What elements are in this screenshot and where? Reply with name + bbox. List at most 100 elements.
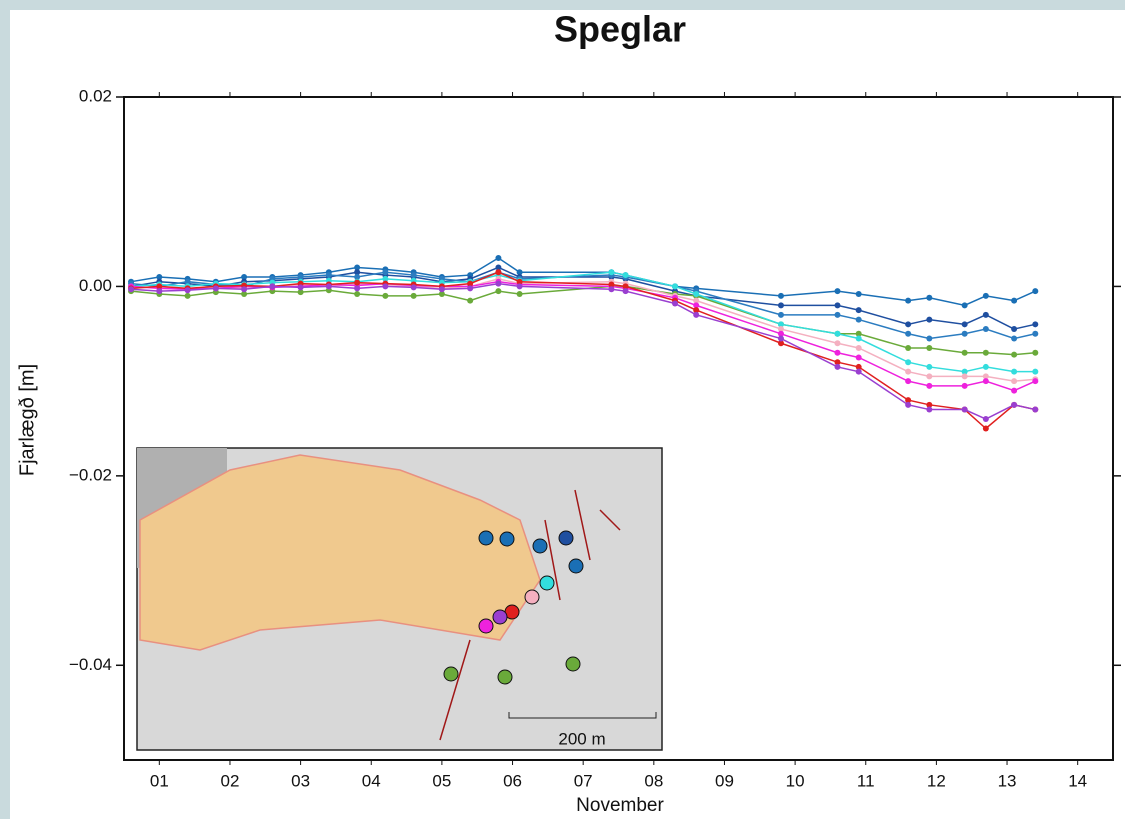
x-tick-label: 05 (432, 771, 451, 790)
x-tick-label: 12 (927, 771, 946, 790)
data-point (962, 383, 968, 389)
data-point (411, 293, 417, 299)
scale-label: 200 m (558, 729, 605, 748)
data-point (962, 373, 968, 379)
data-point (623, 288, 629, 294)
data-point (495, 288, 501, 294)
x-tick-label: 02 (221, 771, 240, 790)
data-point (1011, 402, 1017, 408)
data-point (926, 383, 932, 389)
data-point (778, 336, 784, 342)
data-point (983, 416, 989, 422)
data-point (382, 269, 388, 275)
data-point (185, 293, 191, 299)
data-point (467, 285, 473, 291)
data-point (495, 255, 501, 261)
x-axis-label: November (576, 795, 664, 816)
data-point (778, 302, 784, 308)
data-point (326, 283, 332, 289)
data-point (856, 307, 862, 313)
data-point (834, 288, 840, 294)
data-point (495, 269, 501, 275)
y-tick-label: −0.04 (69, 655, 112, 674)
data-point (926, 317, 932, 323)
data-point (962, 407, 968, 413)
data-point (834, 340, 840, 346)
data-point (1011, 298, 1017, 304)
data-point (983, 326, 989, 332)
x-tick-label: 06 (503, 771, 522, 790)
data-point (411, 272, 417, 278)
data-point (1032, 331, 1038, 337)
chart-title: Speglar (554, 9, 686, 50)
data-point (983, 350, 989, 356)
data-point (926, 295, 932, 301)
data-point (1032, 378, 1038, 384)
x-tick-label: 07 (574, 771, 593, 790)
x-tick-label: 13 (998, 771, 1017, 790)
data-point (354, 280, 360, 286)
data-point (156, 288, 162, 294)
data-point (1011, 352, 1017, 358)
data-point (1032, 350, 1038, 356)
data-point (1032, 369, 1038, 375)
data-point (495, 281, 501, 287)
data-point (962, 331, 968, 337)
x-tick-label: 08 (644, 771, 663, 790)
x-tick-label: 14 (1068, 771, 1087, 790)
data-point (905, 345, 911, 351)
data-point (856, 345, 862, 351)
data-point (623, 272, 629, 278)
data-point (905, 369, 911, 375)
data-point (128, 286, 134, 292)
data-point (1032, 321, 1038, 327)
x-tick-label: 01 (150, 771, 169, 790)
y-tick-label: 0.00 (79, 276, 112, 295)
data-point (905, 402, 911, 408)
data-point (983, 364, 989, 370)
data-point (411, 284, 417, 290)
data-point (608, 269, 614, 275)
data-point (834, 312, 840, 318)
data-point (467, 298, 473, 304)
data-point (834, 331, 840, 337)
data-point (241, 286, 247, 292)
data-point (517, 283, 523, 289)
data-point (1032, 288, 1038, 294)
data-point (983, 293, 989, 299)
data-point (856, 317, 862, 323)
data-point (354, 285, 360, 291)
data-point (905, 321, 911, 327)
y-tick-label: 0.02 (79, 86, 112, 105)
data-point (926, 345, 932, 351)
data-point (608, 286, 614, 292)
data-point (517, 291, 523, 297)
data-point (905, 331, 911, 337)
data-point (856, 354, 862, 360)
data-point (693, 291, 699, 297)
data-point (905, 359, 911, 365)
y-axis-label: Fjarlægð [m] (16, 364, 38, 476)
data-point (382, 283, 388, 289)
data-point (962, 302, 968, 308)
data-point (1011, 369, 1017, 375)
data-point (962, 350, 968, 356)
data-point (778, 293, 784, 299)
data-point (926, 373, 932, 379)
data-point (382, 293, 388, 299)
data-point (856, 369, 862, 375)
data-point (439, 286, 445, 292)
data-point (1011, 326, 1017, 332)
data-point (298, 284, 304, 290)
data-point (983, 426, 989, 432)
data-point (905, 378, 911, 384)
chart: Speglar Fjarlægð [m] November −0.04 −0.02… (0, 0, 1125, 819)
data-point (905, 298, 911, 304)
data-point (672, 283, 678, 289)
data-point (1032, 407, 1038, 413)
data-point (834, 302, 840, 308)
y-tick-label: −0.02 (69, 465, 112, 484)
data-point (983, 312, 989, 318)
x-tick-label: 11 (857, 771, 875, 790)
x-tick-label: 03 (291, 771, 310, 790)
